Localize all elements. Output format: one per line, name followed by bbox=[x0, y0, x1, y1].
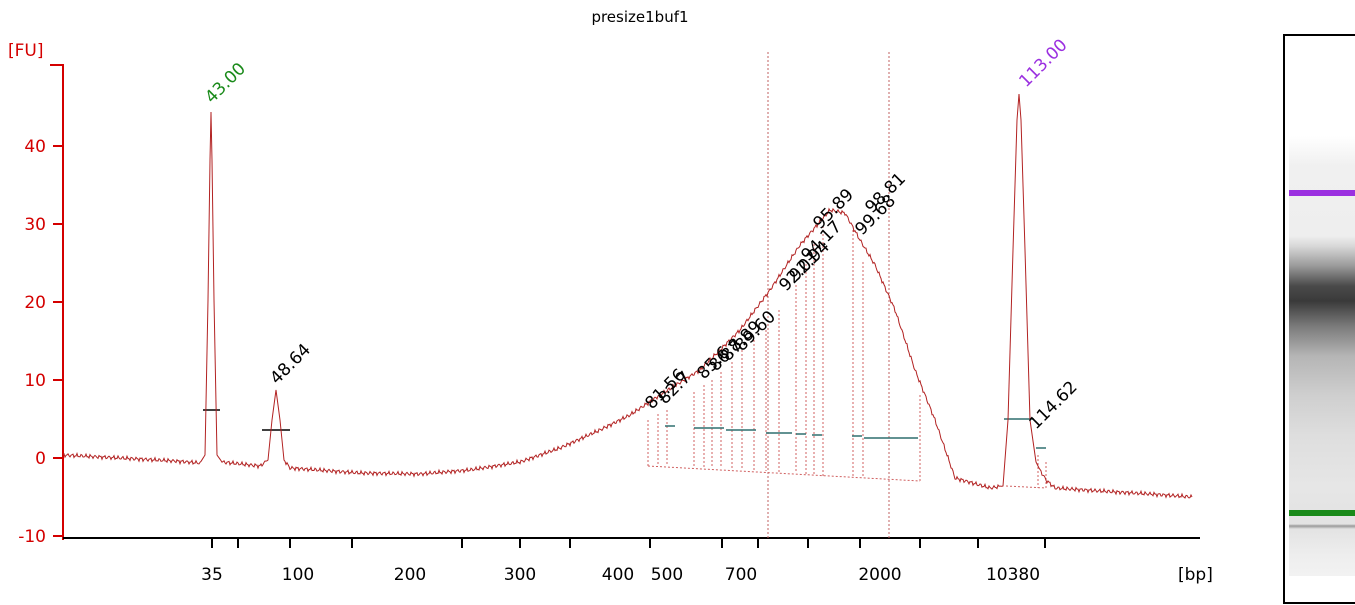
chart-title: presize1buf1 bbox=[591, 8, 688, 26]
electropherogram-trace bbox=[62, 93, 1193, 499]
y-tick-label: 0 bbox=[35, 449, 46, 469]
y-ticks: -10 0 10 20 30 40 bbox=[18, 137, 63, 547]
y-tick-label: 40 bbox=[24, 137, 46, 157]
peak-baseline-segments bbox=[203, 409, 1046, 449]
peak-base-line bbox=[647, 465, 921, 482]
peak-label: 43.00 bbox=[201, 59, 250, 108]
x-tick-label: 100 bbox=[282, 565, 314, 585]
x-tick-label: 300 bbox=[504, 565, 536, 585]
x-tick-label: 35 bbox=[201, 565, 223, 585]
peak-base-line bbox=[1005, 485, 1047, 489]
x-tick-label: 2000 bbox=[858, 565, 901, 585]
x-tick-label: 10380 bbox=[986, 565, 1040, 585]
x-tick-label: 400 bbox=[602, 565, 634, 585]
x-tick-label: 500 bbox=[651, 565, 683, 585]
x-tick-label: 700 bbox=[725, 565, 757, 585]
gel-lane bbox=[1289, 136, 1355, 576]
x-tick-label: 200 bbox=[394, 565, 426, 585]
peak-labels: 43.0048.6481.5682.785.686.887.8989.6092.… bbox=[201, 35, 1081, 433]
gel-upper-marker-band bbox=[1289, 190, 1355, 196]
peak-area-fills bbox=[647, 226, 1047, 489]
peak-label: 114.62 bbox=[1025, 377, 1081, 433]
gel-image bbox=[1283, 34, 1355, 604]
y-tick-label: 20 bbox=[24, 293, 46, 313]
y-tick-label: -10 bbox=[18, 527, 46, 547]
x-ticks: 35 100 200 300 400 500 700 2000 10380 bbox=[201, 538, 1046, 585]
y-tick-label: 30 bbox=[24, 215, 46, 235]
peak-label: 48.64 bbox=[266, 340, 315, 389]
electropherogram-chart: presize1buf1 [FU] [bp] -10 0 10 20 30 40 35 10… bbox=[8, 8, 1213, 585]
y-axis-unit-label: [FU] bbox=[8, 41, 44, 61]
peak-label: 113.00 bbox=[1015, 35, 1071, 91]
x-axis-unit-label: [bp] bbox=[1178, 565, 1213, 585]
gel-lower-marker-band bbox=[1289, 510, 1355, 516]
y-tick-label: 10 bbox=[24, 371, 46, 391]
